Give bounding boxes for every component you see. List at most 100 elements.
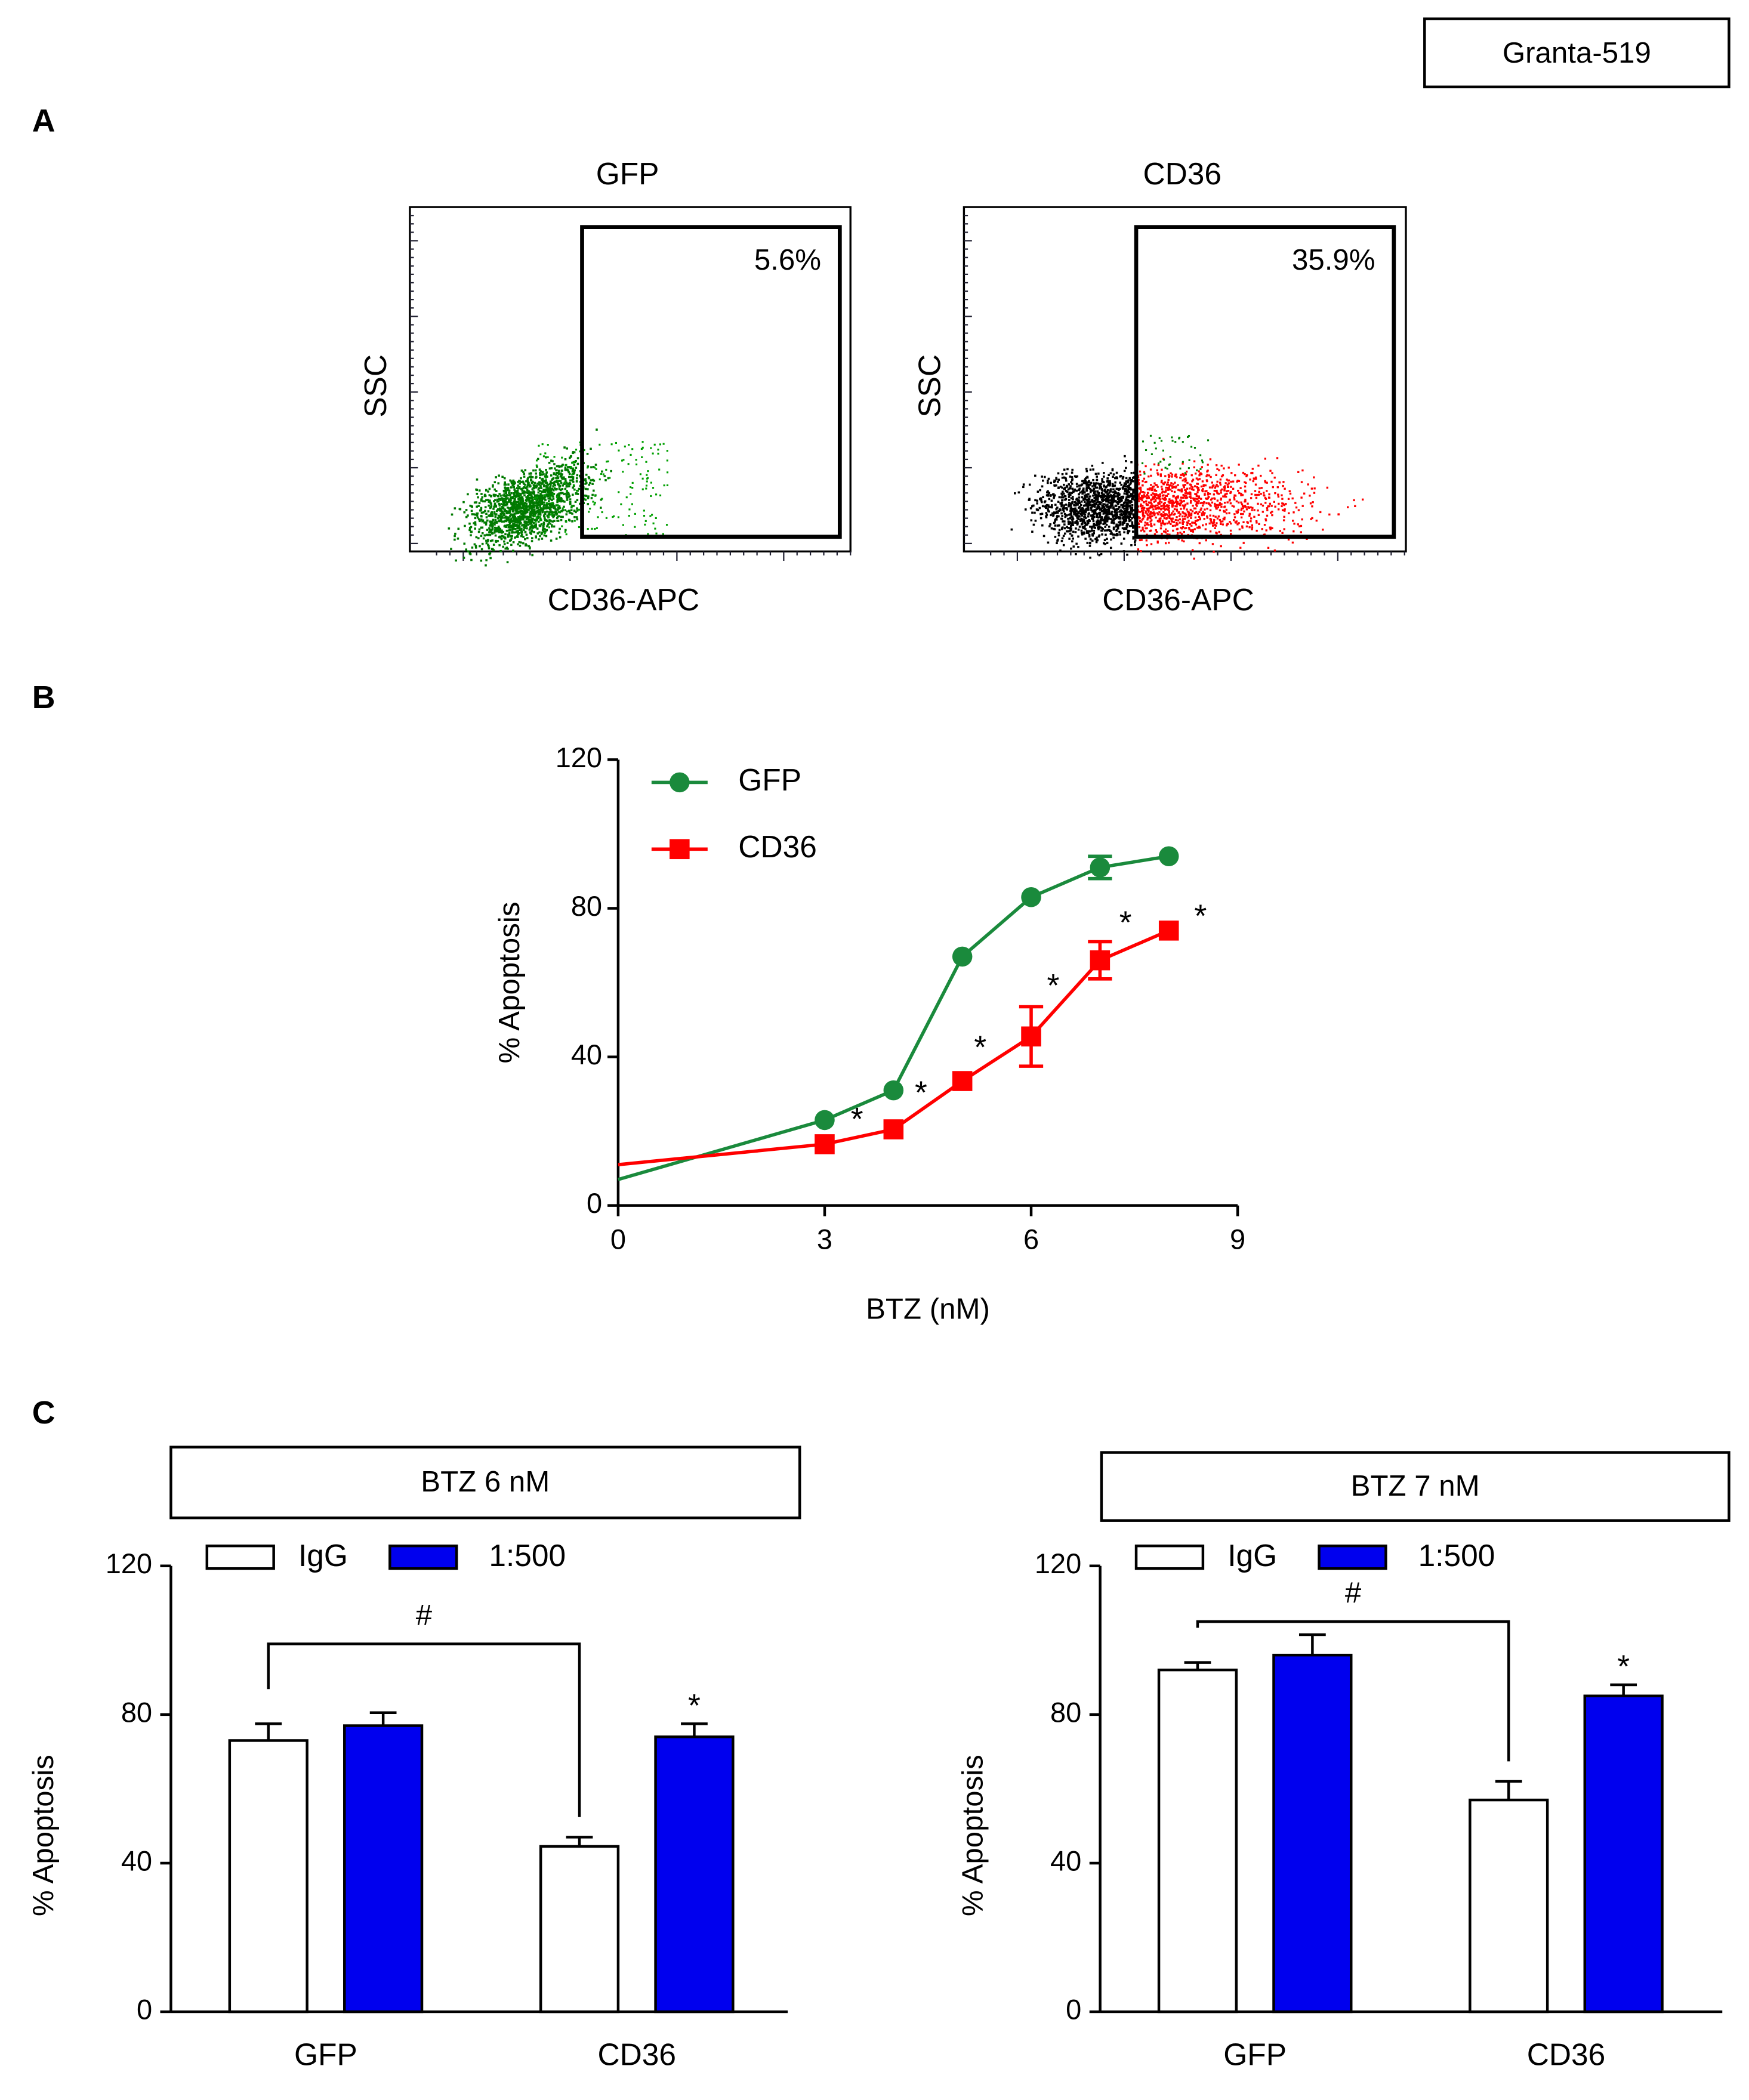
event-dot (1106, 513, 1109, 516)
event-dot (504, 516, 507, 519)
event-dot (1205, 539, 1207, 542)
event-dot (1057, 534, 1060, 537)
event-dot (1322, 529, 1324, 531)
event-dot (1248, 515, 1251, 517)
event-dot (1039, 517, 1042, 520)
event-dot (1260, 493, 1262, 495)
event-dot (547, 495, 550, 498)
event-dot (539, 511, 542, 514)
event-dot (1182, 521, 1185, 523)
event-dot (1198, 470, 1200, 472)
event-dot (544, 489, 547, 491)
event-dot (568, 456, 571, 459)
event-dot (1047, 495, 1050, 497)
event-dot (550, 467, 553, 470)
event-dot (1143, 472, 1146, 475)
event-dot (546, 506, 549, 509)
y-tick-label: 0 (1066, 1993, 1081, 2025)
event-dot (530, 529, 533, 532)
event-dot (536, 515, 539, 518)
event-dot (517, 492, 519, 494)
event-dot (1142, 526, 1144, 529)
event-dot (646, 474, 648, 476)
event-dot (575, 492, 578, 495)
event-dot (1161, 468, 1163, 471)
event-dot (1113, 533, 1116, 536)
event-dot (486, 499, 489, 501)
event-dot (551, 492, 554, 495)
event-dot (1108, 474, 1110, 477)
event-dot (1066, 508, 1068, 511)
event-dot (1182, 479, 1184, 482)
event-dot (554, 506, 556, 509)
event-dot (533, 506, 535, 509)
event-dot (1149, 517, 1152, 520)
event-dot (516, 505, 519, 508)
event-dot (1207, 464, 1209, 466)
x-tick-label: GFP (294, 2037, 357, 2072)
event-dot (1066, 490, 1069, 493)
event-dot (1097, 505, 1099, 508)
event-dot (526, 527, 528, 530)
event-dot (1153, 441, 1156, 444)
event-dot (547, 456, 549, 458)
event-dot (501, 535, 504, 538)
event-dot (1216, 468, 1219, 470)
event-dot (1183, 478, 1186, 481)
event-dot (1096, 486, 1099, 489)
event-dot (1097, 472, 1100, 475)
event-dot (539, 485, 542, 488)
event-dot (1168, 464, 1170, 466)
event-dot (1128, 512, 1130, 515)
event-dot (1116, 495, 1119, 498)
event-dot (1146, 518, 1149, 521)
event-dot (1213, 522, 1215, 524)
event-dot (522, 512, 525, 515)
event-dot (1183, 474, 1186, 477)
event-dot (499, 499, 502, 501)
event-dot (1183, 495, 1186, 498)
event-dot (1161, 497, 1164, 500)
event-dot (1140, 550, 1142, 552)
event-dot (1072, 524, 1075, 526)
event-dot (537, 509, 539, 512)
event-dot (544, 532, 546, 535)
event-dot (1096, 475, 1099, 478)
event-dot (482, 500, 485, 503)
event-dot (1069, 532, 1072, 535)
event-dot (1180, 490, 1183, 493)
event-dot (1171, 524, 1174, 527)
event-dot (508, 532, 511, 535)
event-dot (1146, 513, 1149, 515)
event-dot (1150, 499, 1152, 501)
event-dot (1168, 498, 1171, 501)
event-dot (1196, 526, 1199, 529)
event-dot (1191, 549, 1194, 551)
event-dot (1078, 487, 1081, 490)
event-dot (1189, 487, 1191, 490)
event-dot (480, 498, 483, 501)
event-dot (1167, 474, 1170, 476)
event-dot (1310, 487, 1313, 490)
event-dot (526, 537, 529, 539)
event-dot (1061, 537, 1064, 540)
event-dot (1164, 514, 1167, 517)
event-dot (489, 524, 492, 527)
event-dot (542, 507, 545, 510)
y-tick-label: 0 (587, 1187, 602, 1219)
event-dot (486, 540, 489, 543)
event-dot (1066, 514, 1068, 517)
event-dot (659, 494, 662, 496)
event-dot (1132, 536, 1135, 539)
event-dot (1240, 507, 1243, 510)
event-dot (596, 428, 598, 431)
event-dot (1103, 475, 1105, 478)
event-dot (1189, 508, 1192, 511)
event-dot (1063, 510, 1065, 513)
event-dot (511, 481, 514, 484)
event-dot (470, 509, 473, 512)
event-dot (1105, 514, 1108, 517)
event-dot (537, 488, 540, 491)
event-dot (1085, 532, 1088, 534)
event-dot (1228, 512, 1230, 514)
